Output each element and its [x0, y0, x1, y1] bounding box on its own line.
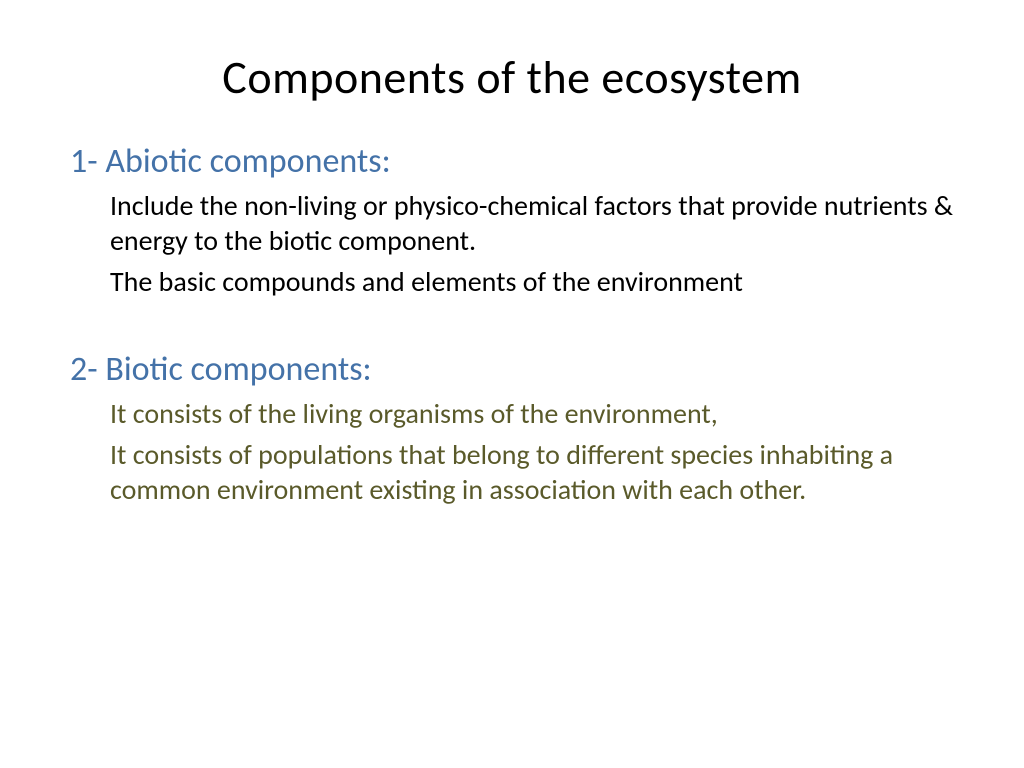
section-1-heading: 1- Abiotic components: [70, 141, 954, 182]
slide-container: Components of the ecosystem 1- Abiotic c… [0, 0, 1024, 768]
section-2-paragraph-1: It consists of the living organisms of t… [70, 396, 954, 431]
section-1-paragraph-2: The basic compounds and elements of the … [70, 264, 954, 299]
section-1-paragraph-1: Include the non-living or physico-chemic… [70, 188, 954, 258]
section-2-paragraph-2: It consists of populations that belong t… [70, 437, 954, 507]
section-2-heading: 2- Biotic components: [70, 349, 954, 390]
slide-title: Components of the ecosystem [70, 50, 954, 106]
